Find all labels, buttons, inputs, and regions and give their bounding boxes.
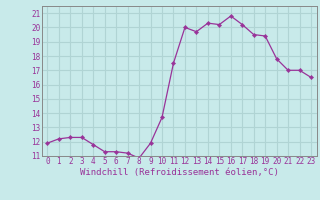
X-axis label: Windchill (Refroidissement éolien,°C): Windchill (Refroidissement éolien,°C) [80,168,279,177]
